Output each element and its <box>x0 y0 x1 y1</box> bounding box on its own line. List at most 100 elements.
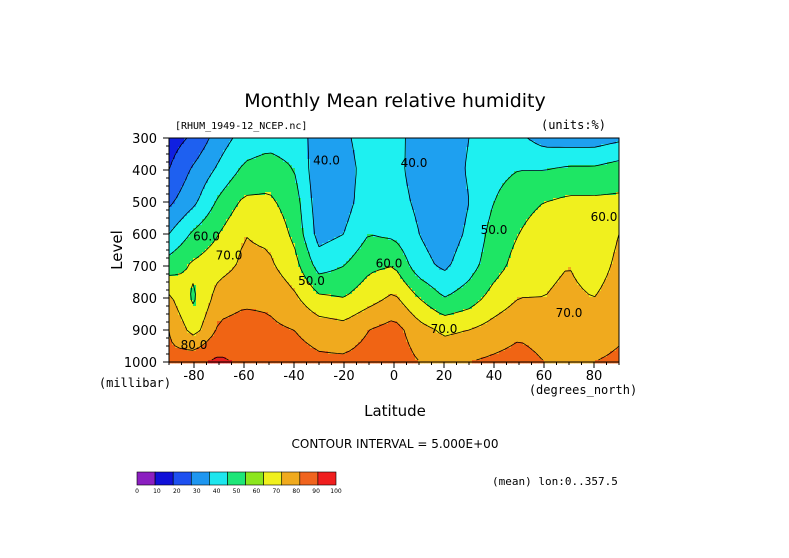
field-cell <box>496 198 500 202</box>
field-cell <box>541 195 545 199</box>
field-cell <box>514 162 518 166</box>
field-cell <box>400 147 404 151</box>
field-cell <box>208 156 212 160</box>
field-cell <box>412 207 416 211</box>
field-cell <box>295 165 299 169</box>
field-cell <box>187 147 191 151</box>
field-cell <box>355 177 359 181</box>
field-cell <box>463 231 467 235</box>
field-cell <box>562 138 566 142</box>
field-cell <box>316 210 320 214</box>
field-cell <box>496 207 500 211</box>
field-cell <box>208 177 212 181</box>
field-cell <box>208 222 212 226</box>
field-cell <box>319 141 323 145</box>
field-cell <box>313 207 317 211</box>
field-cell <box>241 201 245 205</box>
field-cell <box>511 225 515 229</box>
field-cell <box>397 138 401 142</box>
field-cell <box>361 144 365 148</box>
field-cell <box>409 147 413 151</box>
field-cell <box>577 189 581 193</box>
field-cell <box>292 216 296 220</box>
field-cell <box>193 225 197 229</box>
field-cell <box>232 237 236 241</box>
field-cell <box>592 150 596 154</box>
field-cell <box>553 147 557 151</box>
field-cell <box>487 195 491 199</box>
field-cell <box>343 198 347 202</box>
field-cell <box>511 153 515 157</box>
field-cell <box>184 207 188 211</box>
field-cell <box>571 231 575 235</box>
field-cell <box>214 204 218 208</box>
field-cell <box>400 153 404 157</box>
field-cell <box>466 177 470 181</box>
field-cell <box>196 186 200 190</box>
field-cell <box>205 138 209 142</box>
field-cell <box>415 144 419 148</box>
field-cell <box>610 219 614 223</box>
field-cell <box>526 210 530 214</box>
field-cell <box>364 159 368 163</box>
field-cell <box>313 141 317 145</box>
field-cell <box>532 189 536 193</box>
field-cell <box>346 153 350 157</box>
field-cell <box>478 162 482 166</box>
field-cell <box>253 159 257 163</box>
field-cell <box>355 195 359 199</box>
field-cell <box>523 153 527 157</box>
field-cell <box>247 141 251 145</box>
field-cell <box>529 165 533 169</box>
field-cell <box>247 234 251 238</box>
field-cell <box>388 150 392 154</box>
field-cell <box>604 138 608 142</box>
field-cell <box>418 189 422 193</box>
field-cell <box>454 210 458 214</box>
field-cell <box>343 189 347 193</box>
field-cell <box>394 231 398 235</box>
field-cell <box>241 228 245 232</box>
field-cell <box>490 138 494 142</box>
field-cell <box>475 213 479 217</box>
field-cell <box>253 147 257 151</box>
field-cell <box>229 189 233 193</box>
field-cell <box>475 177 479 181</box>
field-cell <box>388 147 392 151</box>
field-cell <box>601 168 605 172</box>
field-cell <box>211 219 215 223</box>
field-cell <box>565 168 569 172</box>
field-cell <box>568 207 572 211</box>
field-cell <box>598 174 602 178</box>
field-cell <box>271 165 275 169</box>
field-cell <box>409 231 413 235</box>
field-cell <box>454 231 458 235</box>
field-cell <box>175 177 179 181</box>
field-cell <box>538 168 542 172</box>
field-cell <box>184 150 188 154</box>
field-cell <box>316 156 320 160</box>
field-cell <box>604 207 608 211</box>
field-cell <box>610 177 614 181</box>
field-cell <box>487 165 491 169</box>
field-cell <box>331 210 335 214</box>
field-cell <box>415 183 419 187</box>
field-cell <box>346 174 350 178</box>
field-cell <box>328 186 332 190</box>
field-cell <box>568 168 572 172</box>
field-cell <box>592 171 596 175</box>
field-cell <box>433 201 437 205</box>
field-cell <box>502 180 506 184</box>
field-cell <box>490 231 494 235</box>
field-cell <box>193 192 197 196</box>
field-cell <box>568 150 572 154</box>
field-cell <box>418 195 422 199</box>
field-cell <box>331 141 335 145</box>
field-cell <box>184 156 188 160</box>
field-cell <box>265 153 269 157</box>
field-cell <box>553 141 557 145</box>
field-cell <box>574 222 578 226</box>
field-cell <box>463 207 467 211</box>
field-cell <box>253 216 257 220</box>
field-cell <box>589 192 593 196</box>
